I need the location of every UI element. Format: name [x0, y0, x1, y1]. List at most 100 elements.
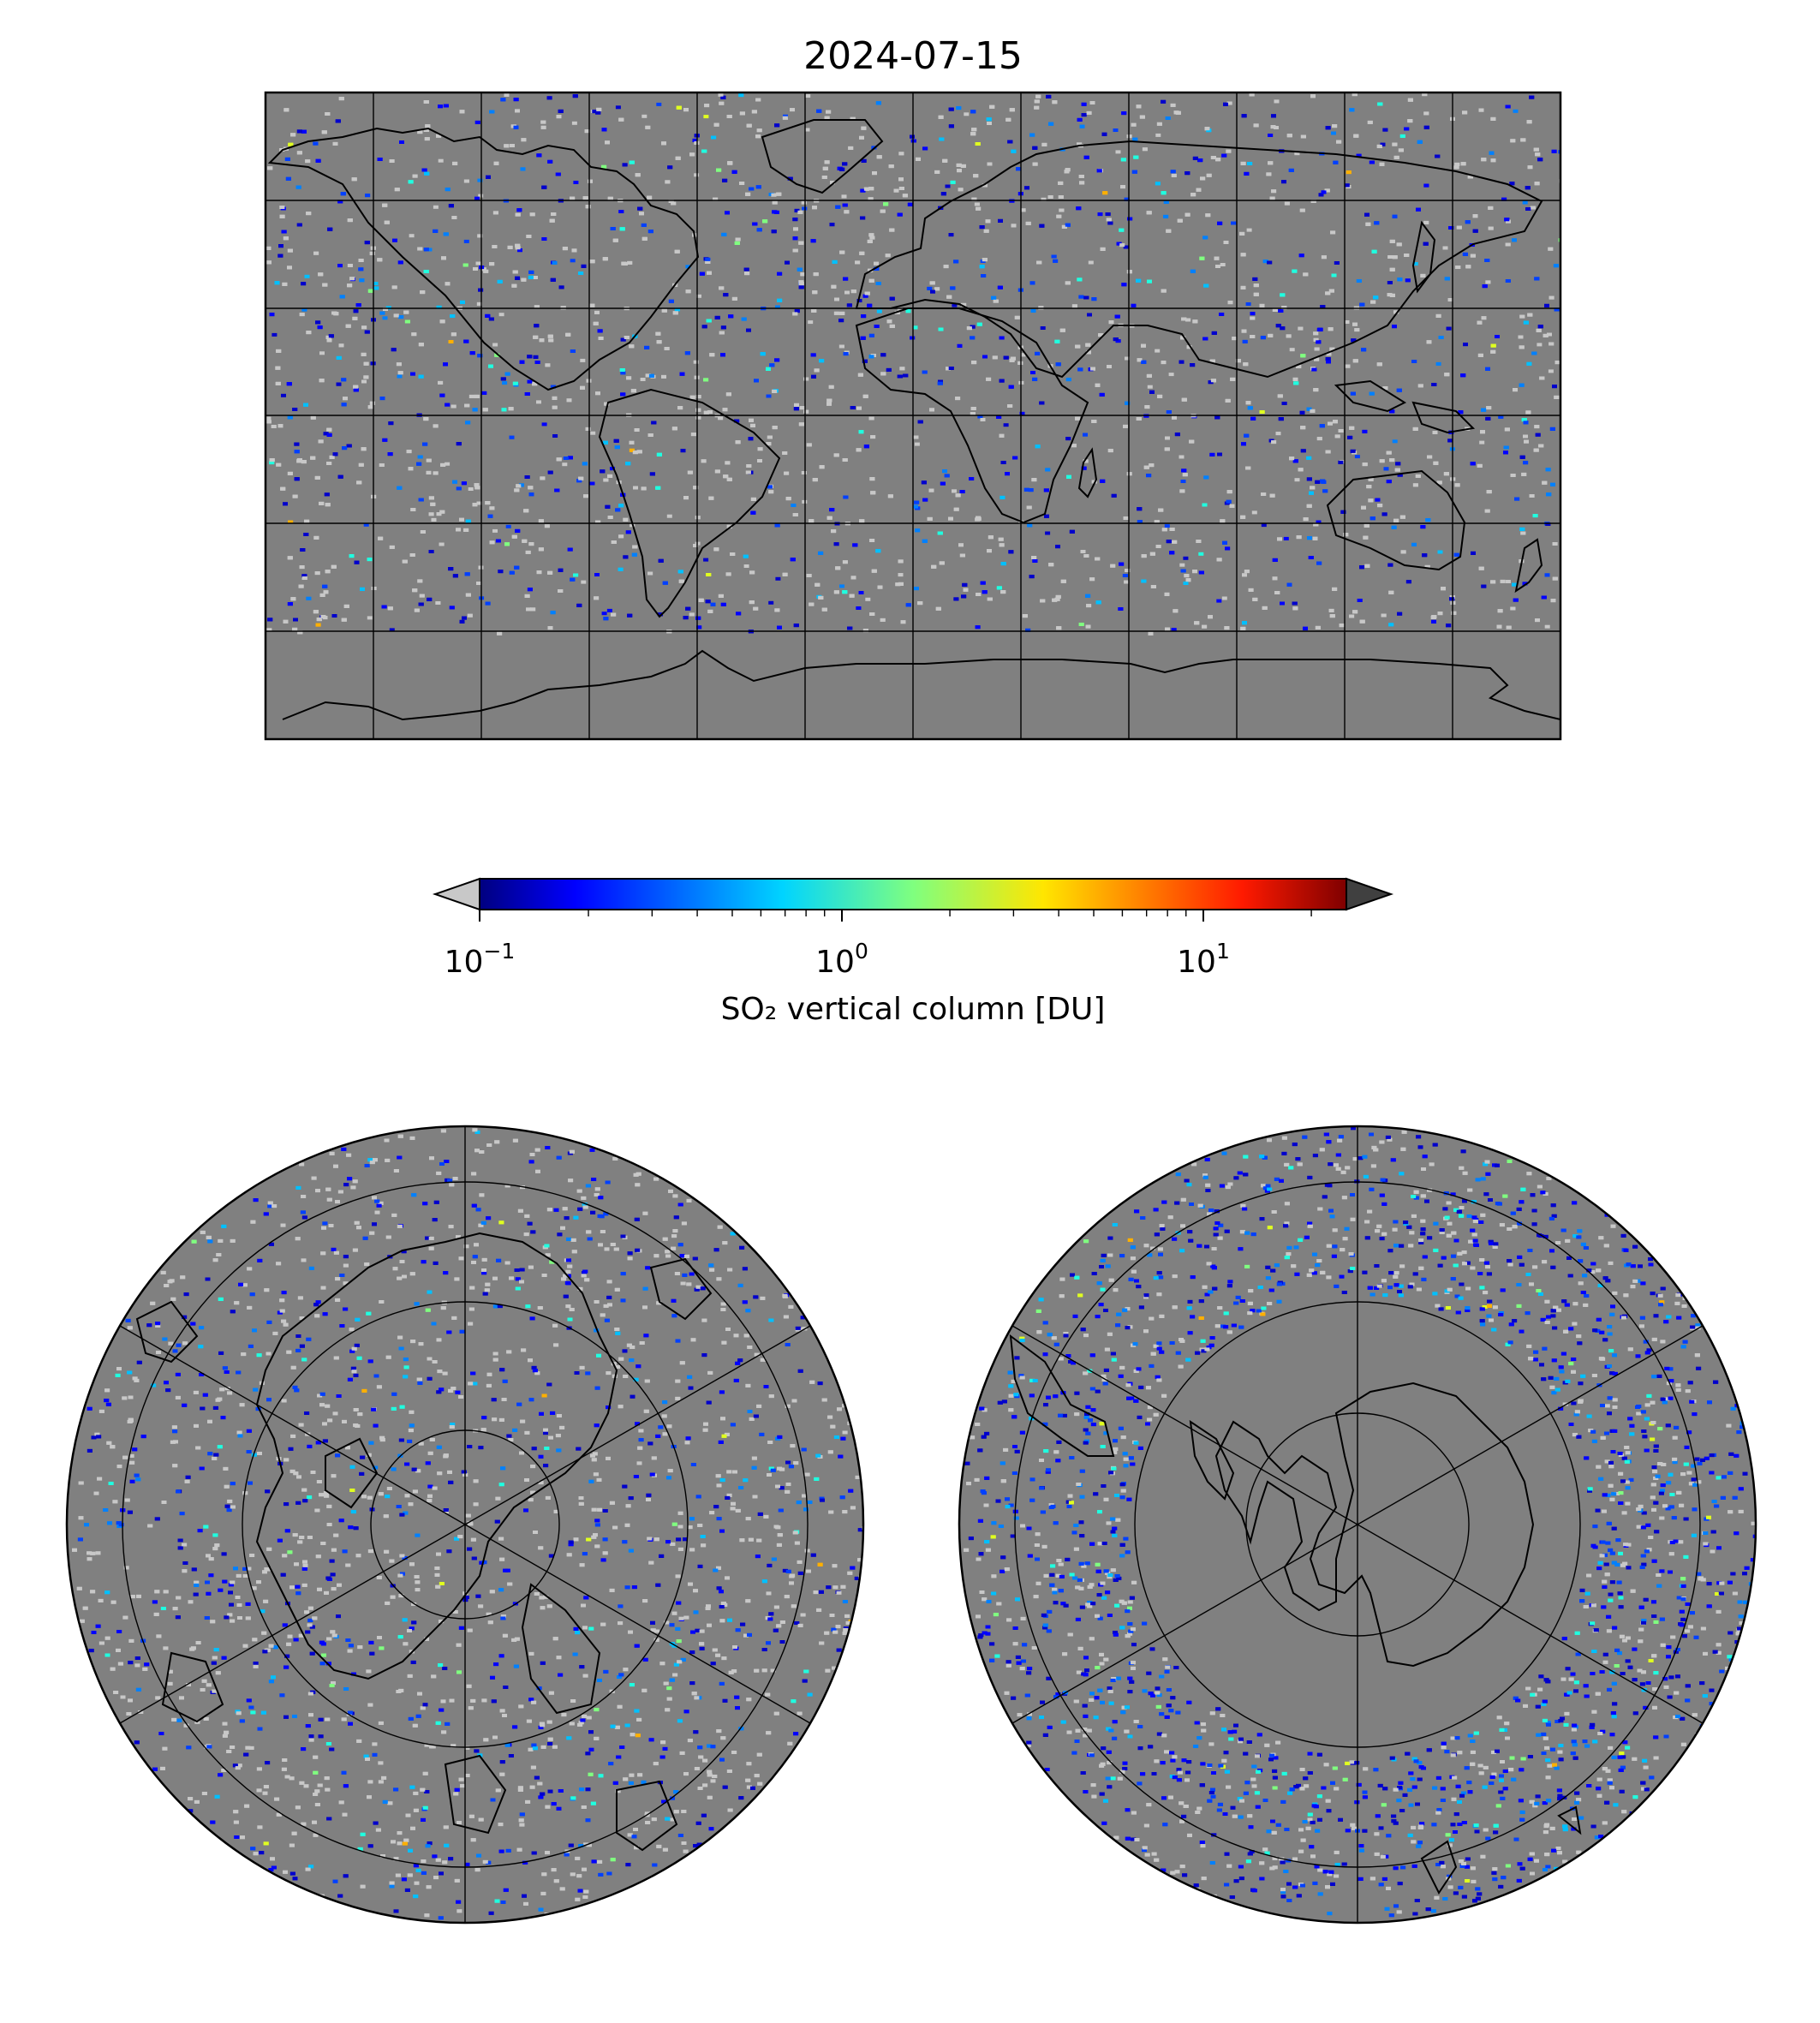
so2-pixel [1059, 208, 1065, 212]
so2-pixel [359, 278, 365, 283]
so2-pixel [629, 440, 635, 445]
so2-pixel [1328, 608, 1334, 612]
so2-pixel [275, 381, 281, 385]
so2-pixel [948, 516, 953, 521]
so2-pixel [583, 494, 588, 498]
so2-pixel [1211, 331, 1217, 335]
so2-pixel [570, 259, 576, 263]
so2-pixel [1110, 564, 1116, 568]
so2-pixel [1217, 452, 1222, 457]
so2-pixel [1005, 117, 1011, 122]
so2-pixel [714, 469, 720, 474]
so2-pixel [1011, 149, 1017, 153]
so2-pixel [948, 124, 954, 128]
so2-pixel [771, 193, 777, 197]
so2-pixel [1389, 458, 1395, 462]
so2-pixel [363, 361, 369, 366]
so2-pixel [880, 618, 886, 622]
so2-pixel [793, 407, 799, 411]
so2-pixel [1431, 383, 1437, 386]
so2-pixel [605, 140, 610, 145]
so2-pixel [1533, 448, 1539, 452]
so2-pixel [1433, 461, 1439, 465]
so2-pixel [418, 374, 424, 379]
so2-pixel [1310, 409, 1316, 413]
so2-pixel [404, 319, 410, 324]
so2-pixel [325, 570, 331, 574]
so2-pixel [563, 457, 569, 460]
so2-pixel [1392, 325, 1397, 329]
so2-pixel [1272, 558, 1278, 562]
so2-pixel [607, 196, 613, 200]
so2-pixel [421, 168, 427, 172]
so2-pixel [1116, 242, 1122, 246]
so2-pixel [843, 277, 849, 281]
so2-pixel [512, 270, 518, 274]
so2-pixel [423, 270, 429, 273]
so2-pixel [1142, 147, 1148, 152]
so2-pixel [1546, 492, 1552, 497]
so2-pixel [1099, 392, 1105, 397]
so2-pixel [809, 519, 815, 523]
so2-pixel [402, 559, 408, 564]
so2-pixel [379, 311, 385, 315]
so2-pixel [427, 248, 433, 252]
so2-pixel [703, 115, 709, 119]
so2-pixel [1202, 337, 1208, 341]
so2-pixel [885, 254, 891, 258]
so2-pixel [707, 609, 713, 613]
so2-pixel [798, 422, 804, 427]
so2-pixel [595, 520, 601, 524]
so2-pixel [408, 180, 414, 184]
so2-pixel [271, 425, 277, 428]
so2-pixel [645, 373, 651, 378]
so2-pixel [1240, 626, 1246, 630]
so2-pixel [1296, 535, 1302, 540]
so2-pixel [1098, 333, 1104, 337]
so2-pixel [463, 528, 469, 532]
so2-pixel [713, 122, 719, 127]
so2-pixel [982, 355, 988, 359]
so2-pixel [792, 248, 798, 253]
so2-pixel [445, 403, 451, 407]
so2-pixel [914, 442, 920, 446]
so2-pixel [478, 288, 484, 292]
so2-pixel [897, 374, 903, 379]
so2-pixel [1029, 133, 1035, 137]
so2-pixel [1205, 213, 1211, 218]
so2-pixel [1521, 472, 1527, 476]
so2-pixel [1523, 421, 1529, 425]
so2-pixel [1200, 176, 1206, 181]
so2-pixel [726, 524, 732, 528]
so2-pixel [1509, 182, 1515, 186]
so2-pixel [1334, 434, 1340, 439]
so2-pixel [1331, 273, 1337, 277]
so2-pixel [306, 596, 312, 600]
so2-pixel [290, 597, 296, 601]
so2-pixel [1085, 624, 1091, 629]
so2-pixel [527, 355, 533, 359]
so2-pixel [1272, 308, 1278, 312]
so2-pixel [475, 261, 481, 266]
so2-pixel [1288, 168, 1294, 172]
so2-pixel [863, 445, 869, 449]
so2-pixel [898, 152, 904, 156]
so2-pixel [1275, 324, 1281, 328]
so2-pixel [529, 212, 535, 217]
so2-pixel [1240, 253, 1246, 257]
so2-pixel [950, 180, 956, 184]
so2-pixel [1359, 302, 1365, 307]
so2-pixel [942, 469, 947, 474]
so2-pixel [327, 227, 333, 231]
so2-pixel [830, 181, 835, 185]
so2-pixel [1270, 125, 1276, 129]
so2-pixel [1056, 626, 1062, 630]
so2-pixel [719, 331, 725, 335]
so2-pixel [1526, 120, 1532, 124]
so2-pixel [450, 314, 456, 318]
so2-pixel [1514, 497, 1520, 501]
so2-pixel [632, 545, 638, 549]
so2-pixel [1303, 272, 1309, 277]
so2-pixel [1137, 520, 1143, 524]
so2-pixel [1336, 140, 1342, 144]
